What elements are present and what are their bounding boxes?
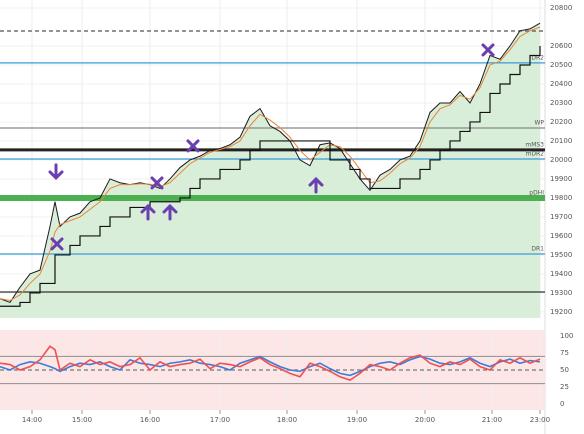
y-tick-label: 19500 [550,251,572,259]
marker-shape [308,176,324,194]
y-tick-label: 19900 [550,175,572,183]
marker-shape [48,163,64,181]
series-line [0,345,541,382]
level-label: WP [534,120,544,127]
marker [140,203,156,221]
y-tick-label: 25 [560,383,569,391]
area [0,23,540,318]
series-line [0,355,541,377]
marker-shape [140,203,156,221]
y-tick-label: 19400 [550,270,572,278]
x-tick-label: 23:00 [530,416,550,424]
y-tick-label: 75 [560,349,569,357]
y-tick-label: 20400 [550,80,572,88]
y-tick-label: 100 [560,332,573,340]
level-label: DR2 [531,54,544,61]
marker [48,163,64,181]
level-label: mDR2 [526,151,545,158]
y-tick-label: 19300 [550,289,572,297]
marker-shape [162,203,178,221]
level-label: mMS3 [525,141,544,148]
marker-shape [150,176,164,190]
y-tick-label: 20300 [550,99,572,107]
x-tick-label: 21:00 [482,416,502,424]
y-tick-label: 19200 [550,308,572,316]
x-tick-label: 15:00 [72,416,92,424]
marker-shape [186,139,200,153]
y-tick-label: 19800 [550,194,572,202]
y-tick-label: 20000 [550,156,572,164]
marker-shape [481,43,495,57]
y-tick-label: 20200 [550,118,572,126]
level-label: DR1 [531,245,544,252]
x-tick-label: 14:00 [22,416,42,424]
y-tick-label: 20500 [550,61,572,69]
marker [481,43,495,57]
level-label: pDHI [529,189,544,196]
marker [150,176,164,190]
marker [308,176,324,194]
series-line [0,26,541,302]
x-tick-label: 17:00 [210,416,230,424]
x-tick-label: 16:00 [140,416,160,424]
panel-background [0,330,545,410]
y-tick-label: 19600 [550,232,572,240]
x-tick-label: 18:00 [277,416,297,424]
y-tick-label: 50 [560,366,569,374]
y-tick-label: 20100 [550,137,572,145]
marker [162,203,178,221]
y-tick-label: 19700 [550,213,572,221]
y-tick-label: 20800 [550,4,572,12]
y-tick-label: 0 [560,400,564,408]
marker [186,139,200,153]
marker [50,237,64,251]
marker-shape [50,237,64,251]
x-tick-label: 19:00 [347,416,367,424]
y-tick-label: 20600 [550,42,572,50]
x-tick-label: 20:00 [415,416,435,424]
series-line [0,45,541,307]
